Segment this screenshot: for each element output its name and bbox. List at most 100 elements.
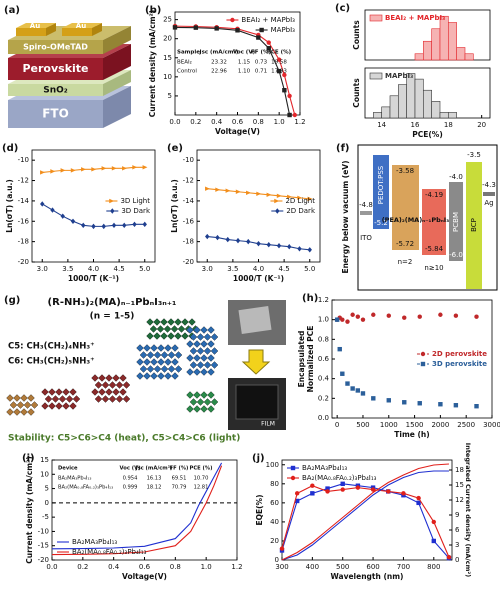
layer-front [16,28,46,36]
marker [416,500,421,506]
octahedron [200,354,208,362]
x-tick-label: 14 [377,121,386,129]
table-cell: FF (%) [251,50,271,56]
octahedron [171,344,179,352]
marker [70,218,76,224]
octahedron [150,344,158,352]
y-tick-label: 15 [163,54,172,62]
octahedron [108,381,117,389]
perovskite-name: (PEA)₂(MA)ₙ₋₁PbₙI₃ₙ₊₁ [382,216,459,224]
octahedron [153,318,161,326]
marker [290,465,296,471]
structure: (g) (R-NH₃)₂(MA)ₙ₋₁PbₙI₃ₙ₊₁ (n = 1-5) FI… [4,295,286,430]
marker [81,222,86,229]
x-tick-label: 1000 [380,421,398,429]
y-tick-label: 0 [275,556,279,564]
y2-tick-label: 15 [455,481,464,489]
marker [401,491,406,496]
marker [60,213,65,219]
octahedron [62,402,70,410]
bar [414,53,424,61]
marker [40,170,45,175]
table-cell: 0.999 [123,485,138,491]
layer-front [8,58,103,80]
bar [464,53,474,61]
octahedron [41,402,49,410]
y2-tick-label: 12 [455,496,464,504]
marker [282,72,287,78]
marker [40,201,45,207]
marker [287,244,292,250]
y-axis-label: Counts [352,78,361,108]
marker [287,93,292,99]
marker [266,241,271,248]
y-tick-label: -10 [38,527,49,535]
legend-label: 2D perovskite [432,350,487,358]
marker [193,25,199,30]
octahedron [13,408,21,416]
marker [214,26,219,31]
legend-label: BA₂(MA₀.₈FA₀.₂)₃Pb₄I₁₃ [302,474,377,482]
x-tick-label: 3.0 [202,265,213,273]
marker [142,221,147,228]
c5-label: C5: CH₃(CH₂)₄NH₃⁺ [8,342,95,352]
marker [307,196,313,202]
x-tick-label: 400 [306,563,319,571]
layer-side [103,26,131,54]
octahedron [186,391,194,399]
marker [246,238,251,245]
marker [246,190,251,195]
octahedron [167,332,175,340]
marker [282,88,287,93]
table-cell: Control [177,69,197,75]
table-cell: 1.15 [238,60,251,66]
marker [235,189,241,194]
layer-front [8,84,103,96]
y-tick-label: 80 [270,480,279,488]
y-tick-label: -10 [183,156,194,164]
octahedron [94,381,103,389]
panel-label: (d) [2,143,18,154]
marker [355,388,361,393]
energy-diagram: (f) Energy below vacuum (eV) -4.8 ITO PE… [336,143,498,291]
y-axis-label: Ln(σT) (a.u.) [170,179,179,233]
series-line [281,485,450,558]
octahedron [186,368,194,376]
octahedron [203,347,212,355]
layer-side [103,44,131,80]
octahedron [65,395,74,403]
octahedron [105,388,113,396]
octahedron [143,358,151,366]
x-tick-label: 0.6 [232,118,244,126]
octahedron [200,391,208,399]
octahedron [189,398,198,406]
table-cell: Voc (V) [233,50,256,56]
octahedron [156,325,165,333]
octahedron [157,344,165,352]
octahedron [136,372,144,380]
series-line [281,470,449,561]
octahedron [196,333,205,341]
legend-label: 3D Dark [121,207,151,215]
marker [259,27,264,33]
y-tick-label: 60 [270,499,279,507]
marker [402,315,407,320]
marker [266,192,272,197]
film [235,384,279,420]
y2-tick-label: 3 [455,541,459,549]
layer-name: FTO [42,107,69,121]
y-axis-label: Normalized PCE [306,326,315,393]
panel-label: (a) [4,5,20,16]
panel-label: (c) [335,3,350,14]
x-axis-label: PCE(%) [412,130,443,139]
octahedron [122,395,131,403]
layer-name: ITO [360,234,372,242]
octahedron [177,325,186,333]
legend-label: 3D perovskite [432,360,487,368]
layer-top [16,23,56,28]
y-tick-label: 5 [45,485,49,493]
marker [225,236,230,243]
y-tick-label: 40 [270,518,279,526]
x-tick-label: 0.4 [211,118,223,126]
y-tick-label: -18 [183,238,194,246]
